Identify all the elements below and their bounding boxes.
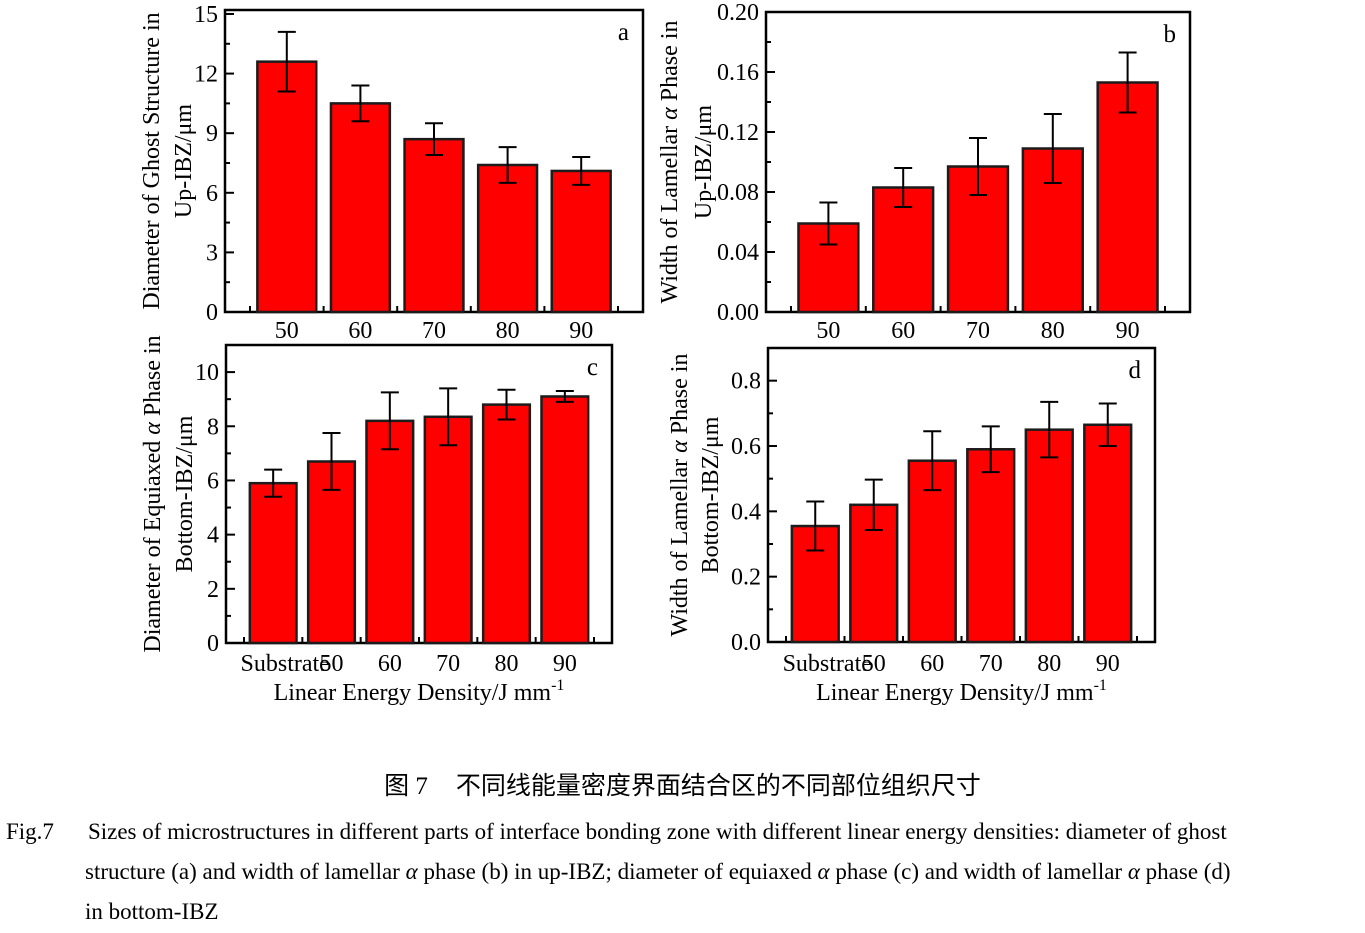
caption-en-text1: Sizes of microstructures in different pa…: [87, 819, 1227, 844]
x-tick-label: 60: [891, 318, 915, 344]
y-tick-label: 9: [206, 121, 218, 147]
y-tick-label: 6: [206, 181, 218, 207]
x-tick-label: 70: [422, 318, 446, 344]
bar-a-90: [550, 169, 612, 314]
bar-c-80: [481, 403, 532, 645]
x-tick-label: 70: [436, 651, 460, 677]
y-axis-label-line1: Width of Lamellar α Phase in: [657, 21, 683, 304]
panel-letter-b: b: [1164, 21, 1177, 48]
x-tick-label: 70: [966, 318, 990, 344]
caption-chinese: 图 7 不同线能量密度界面结合区的不同部位组织尺寸: [0, 766, 1365, 802]
x-tick-label: 70: [979, 651, 1003, 677]
caption-english-line1: Fig.7 Sizes of microstructures in differe…: [6, 819, 1227, 845]
bar-b-90: [1096, 81, 1159, 314]
y-axis-label-line2: Bottom-IBZ/μm: [172, 415, 198, 572]
y-tick-label: 0.08: [717, 180, 759, 206]
y-tick-label: 6: [207, 468, 219, 494]
x-axis-label: Linear Energy Density/J mm-1: [816, 677, 1107, 706]
y-tick-label: 0.16: [717, 60, 759, 86]
bar-b-60: [872, 186, 935, 314]
y-tick-label: 0.0: [731, 630, 761, 656]
bar-c-50: [306, 460, 357, 645]
x-tick-label: 90: [1116, 318, 1140, 344]
y-axis-label-line1: Width of Lamellar α Phase in: [667, 354, 693, 637]
y-tick-label: 0.8: [731, 369, 761, 395]
chart-panel-b: 0.00 0.04 0.08 0.12 0.16 0.20 50 60 70 80 90 b Width…: [657, 0, 1192, 344]
y-tick-label: 10: [195, 360, 219, 386]
bar-a-80: [476, 163, 539, 314]
x-tick-label: 50: [862, 651, 886, 677]
y-axis-label-line1: Diameter of Equiaxed α Phase in: [140, 335, 166, 652]
x-tick-label: 50: [816, 318, 840, 344]
y-axis-label-line1: Diameter of Ghost Structure in: [139, 12, 165, 309]
x-tick-label: 60: [920, 651, 944, 677]
x-tick-label: 90: [569, 318, 593, 344]
x-tick-label: 80: [1037, 651, 1061, 677]
y-tick-label: 0.04: [717, 240, 759, 266]
bar-d-90: [1083, 423, 1133, 644]
y-tick-label: 12: [194, 62, 218, 88]
bar-d-70: [966, 448, 1016, 644]
y-tick-label: 15: [194, 2, 218, 28]
x-axis-label: Linear Energy Density/J mm-1: [274, 677, 565, 706]
y-axis-label-line2: Bottom-IBZ/μm: [698, 416, 724, 573]
y-axis-label-line2: Up-IBZ/μm: [171, 104, 197, 219]
bar-c-70: [423, 415, 473, 645]
y-axis-label-line2: Up-IBZ/μm: [691, 105, 717, 220]
x-tick-label: 60: [378, 651, 402, 677]
y-tick-label: 4: [207, 523, 219, 549]
y-tick-label: 0.6: [731, 434, 761, 460]
x-tick-label: 60: [348, 318, 372, 344]
bar-a-70: [403, 137, 465, 314]
x-tick-label: 50: [275, 318, 299, 344]
x-tick-label: 80: [1041, 318, 1065, 344]
panel-letter-d: d: [1129, 357, 1142, 384]
figure-number-en: Fig.7: [6, 819, 54, 844]
caption-zh-text: 不同线能量密度界面结合区的不同部位组织尺寸: [455, 773, 981, 800]
y-tick-label: 0.2: [731, 565, 761, 591]
figure-number-zh: 图 7: [384, 773, 428, 800]
x-tick-label: 90: [1096, 651, 1120, 677]
y-tick-label: 0.12: [717, 120, 759, 146]
y-tick-label: 0: [207, 631, 219, 657]
panel-letter-c: c: [587, 354, 598, 381]
x-tick-label: 50: [320, 651, 344, 677]
bar-d-80: [1024, 428, 1074, 644]
panel-letter-a: a: [618, 19, 629, 46]
x-tick-label: Substrate: [241, 651, 330, 677]
bar-c-Substrate: [248, 481, 298, 645]
bar-c-90: [540, 395, 590, 645]
bar-c-60: [365, 419, 415, 645]
x-tick-label: 80: [496, 318, 520, 344]
y-tick-label: 0.4: [731, 499, 761, 525]
y-tick-label: 0: [206, 300, 218, 326]
x-tick-label: 80: [495, 651, 519, 677]
y-tick-label: 0.20: [717, 0, 759, 26]
bar-a-50: [256, 60, 318, 314]
caption-english-line2: structure (a) and width of lamellar α ph…: [85, 859, 1231, 884]
bar-a-60: [329, 102, 392, 314]
chart-panel-a: 0 3 6 9 12 15 50 60 70 80 90 a Diameter of Ghost Str…: [139, 2, 645, 344]
y-tick-label: 0.00: [717, 300, 759, 326]
y-tick-label: 8: [207, 414, 219, 440]
x-tick-label: 90: [553, 651, 577, 677]
y-tick-label: 2: [207, 577, 219, 603]
y-tick-label: 3: [206, 240, 218, 266]
x-tick-label: Substrate: [783, 651, 872, 677]
caption-english-line3: in bottom-IBZ: [85, 899, 219, 924]
